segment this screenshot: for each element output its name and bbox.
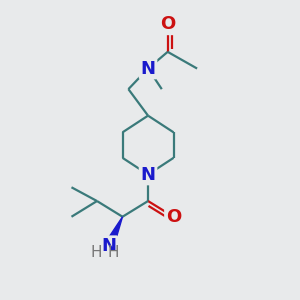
- Text: N: N: [140, 59, 155, 77]
- Text: H: H: [108, 244, 119, 260]
- Text: N: N: [101, 237, 116, 255]
- Text: H: H: [90, 244, 102, 260]
- Text: N: N: [140, 166, 155, 184]
- Polygon shape: [104, 217, 122, 248]
- Text: O: O: [166, 208, 181, 226]
- Text: O: O: [160, 15, 175, 33]
